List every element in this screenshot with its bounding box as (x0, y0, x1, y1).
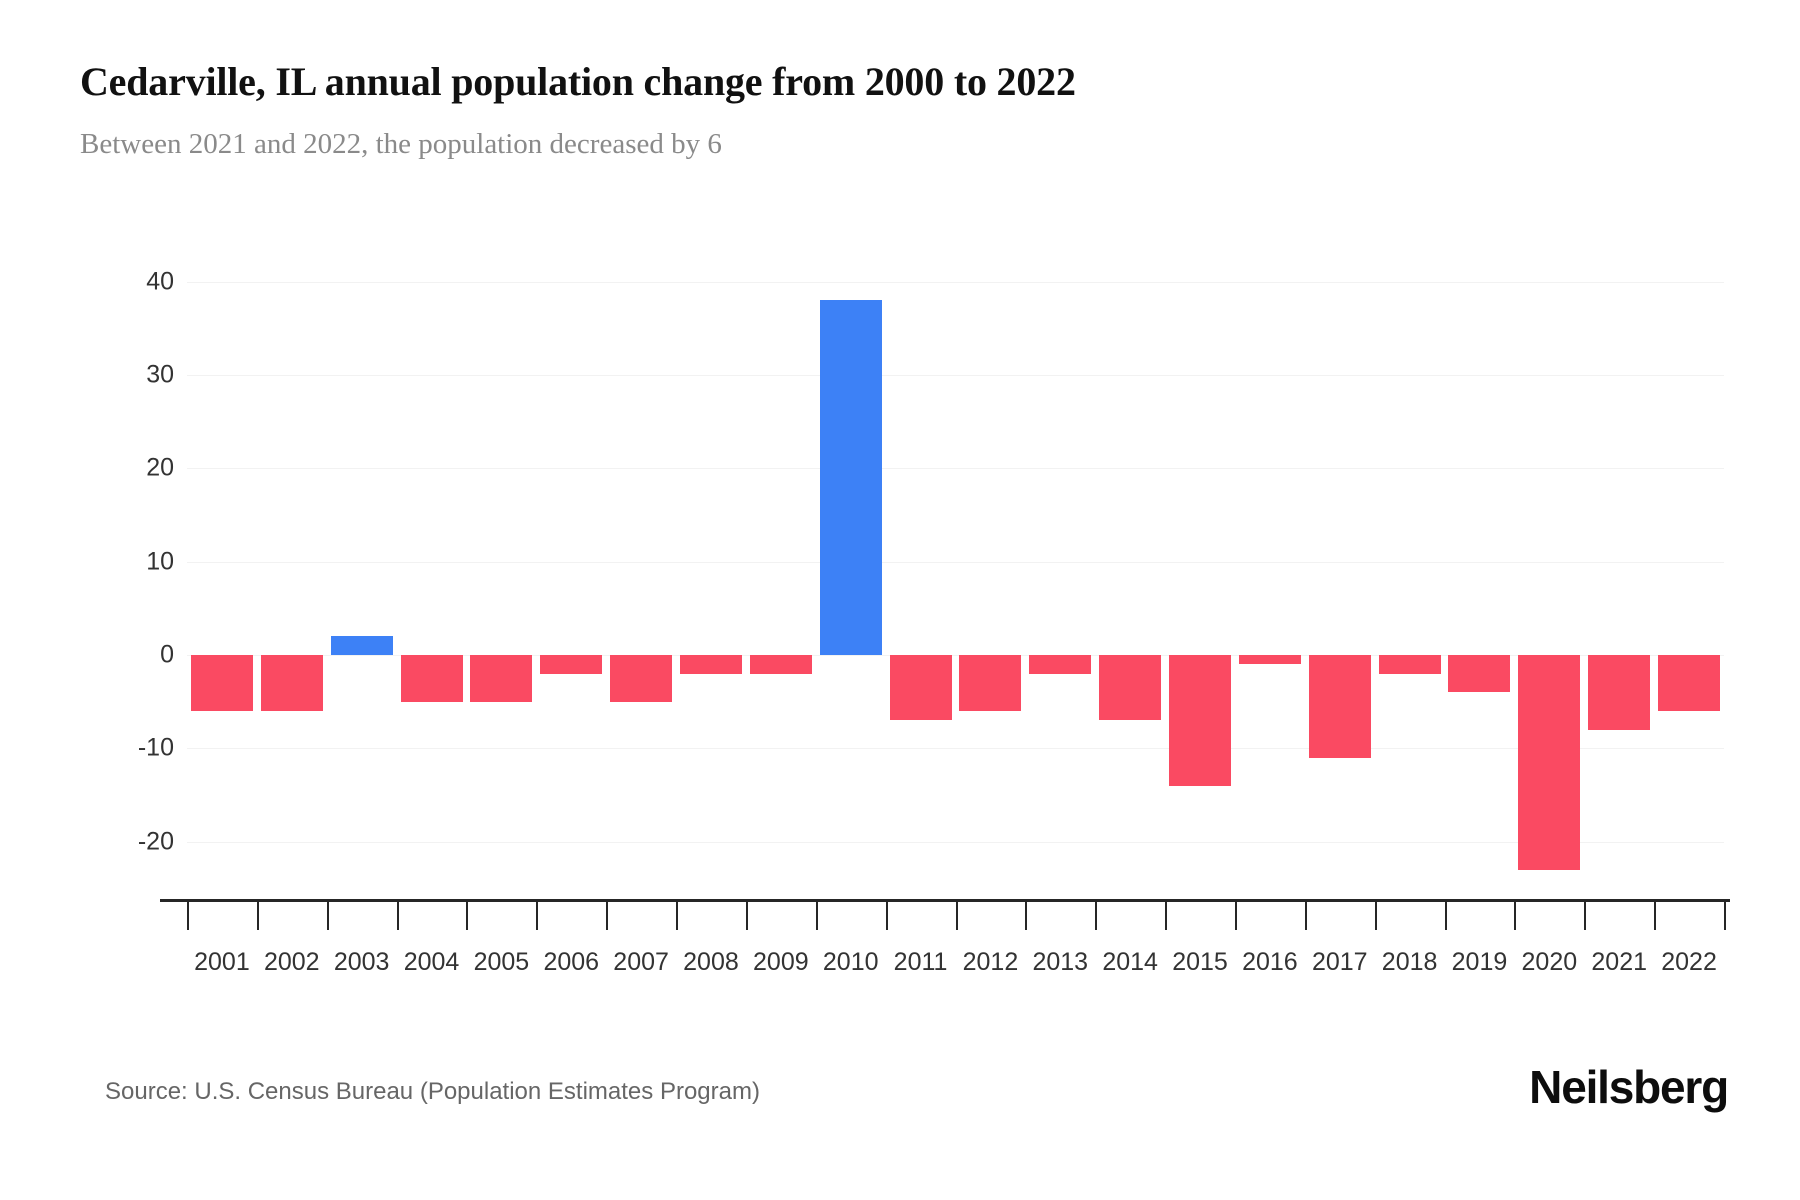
bar-2018[interactable] (1378, 655, 1441, 674)
y-gridline (187, 748, 1724, 750)
x-axis-tick-label: 2009 (753, 948, 809, 976)
x-axis-tick (1724, 900, 1726, 930)
y-gridline (187, 468, 1724, 470)
y-axis-tick-label: -20 (137, 827, 174, 856)
x-axis-tick (256, 900, 259, 930)
x-axis-tick (1025, 900, 1028, 930)
x-axis-tick (536, 900, 539, 930)
bar-2012[interactable] (959, 655, 1022, 711)
bar-2016[interactable] (1238, 655, 1301, 665)
x-axis-tick-label: 2004 (403, 948, 460, 976)
x-axis-tick (815, 900, 818, 930)
x-axis-tick (676, 900, 679, 930)
x-axis-tick-label: 2001 (194, 948, 250, 976)
x-axis-tick (955, 900, 958, 930)
x-axis-tick-label: 2021 (1591, 948, 1648, 976)
x-axis-tick-label: 2014 (1102, 948, 1158, 976)
x-axis-tick (1095, 900, 1098, 930)
bar-2004[interactable] (400, 655, 463, 702)
bar-2006[interactable] (540, 655, 603, 674)
x-axis-tick-label: 2017 (1311, 948, 1368, 976)
x-axis-tick (1165, 900, 1168, 930)
y-gridline (187, 375, 1724, 377)
y-gridline (187, 561, 1724, 563)
x-axis-tick (1374, 900, 1377, 930)
x-axis-tick-label: 2013 (1032, 948, 1089, 976)
bar-2008[interactable] (679, 655, 742, 674)
bar-2002[interactable] (260, 655, 323, 711)
brand-logo: Neilsberg (1529, 1061, 1729, 1113)
bar-2017[interactable] (1308, 655, 1371, 758)
x-axis-tick-label: 2019 (1451, 948, 1508, 976)
x-axis-tick-label: 2003 (333, 948, 390, 976)
x-axis-tick (396, 900, 399, 930)
y-axis-tick-label: 10 (146, 547, 174, 576)
x-axis-tick-label: 2008 (683, 948, 739, 976)
bar-2001[interactable] (190, 655, 253, 711)
x-axis-tick-label: 2002 (263, 948, 320, 976)
y-axis-tick-label: -10 (137, 733, 174, 762)
x-axis-tick-label: 2020 (1521, 948, 1578, 976)
bar-2020[interactable] (1518, 655, 1581, 870)
y-axis-tick-label: 0 (160, 640, 174, 669)
bar-2013[interactable] (1029, 655, 1092, 674)
x-axis-tick (1654, 900, 1657, 930)
bar-2022[interactable] (1658, 655, 1721, 711)
bar-2014[interactable] (1099, 655, 1162, 721)
x-axis-tick-label: 2016 (1242, 948, 1298, 976)
x-axis-tick (1514, 900, 1517, 930)
x-axis-tick (606, 900, 609, 930)
page-title: Cedarville, IL annual population change … (80, 59, 1076, 104)
x-axis-tick (187, 900, 189, 930)
bar-2007[interactable] (610, 655, 673, 702)
x-axis-tick (1444, 900, 1447, 930)
x-axis-tick (1234, 900, 1237, 930)
x-axis-tick (1584, 900, 1587, 930)
page-subtitle: Between 2021 and 2022, the population de… (80, 128, 722, 160)
bar-2009[interactable] (749, 655, 812, 674)
y-axis-tick-label: 30 (146, 360, 174, 389)
y-gridline (187, 841, 1724, 843)
y-gridline (187, 655, 1724, 656)
x-axis-tick (466, 900, 469, 930)
x-axis-tick (885, 900, 888, 930)
bar-2019[interactable] (1448, 655, 1511, 693)
x-axis-tick (745, 900, 748, 930)
x-axis-tick-label: 2011 (893, 948, 948, 976)
y-gridline (187, 281, 1724, 283)
x-axis-tick (1304, 900, 1307, 930)
x-axis-tick-label: 2015 (1172, 948, 1228, 976)
bar-2011[interactable] (889, 655, 952, 721)
bar-2003[interactable] (330, 636, 393, 655)
x-axis-tick-label: 2010 (822, 948, 879, 976)
x-axis-tick-label: 2018 (1381, 948, 1438, 976)
x-axis-tick-label: 2022 (1661, 948, 1717, 976)
x-axis-tick (326, 900, 329, 930)
y-axis-tick-label: 20 (146, 453, 174, 482)
y-axis-tick-label: 40 (146, 267, 174, 296)
x-axis-tick-label: 2007 (613, 948, 669, 976)
bar-2010[interactable] (819, 300, 882, 655)
x-axis-tick-label: 2012 (962, 948, 1019, 976)
bar-2015[interactable] (1169, 655, 1232, 786)
bar-2021[interactable] (1588, 655, 1651, 730)
x-axis-tick-label: 2005 (473, 948, 530, 976)
source-note: Source: U.S. Census Bureau (Population E… (105, 1078, 760, 1105)
bar-2005[interactable] (470, 655, 533, 702)
x-axis-line (160, 899, 1730, 902)
x-axis-tick-label: 2006 (543, 948, 600, 976)
